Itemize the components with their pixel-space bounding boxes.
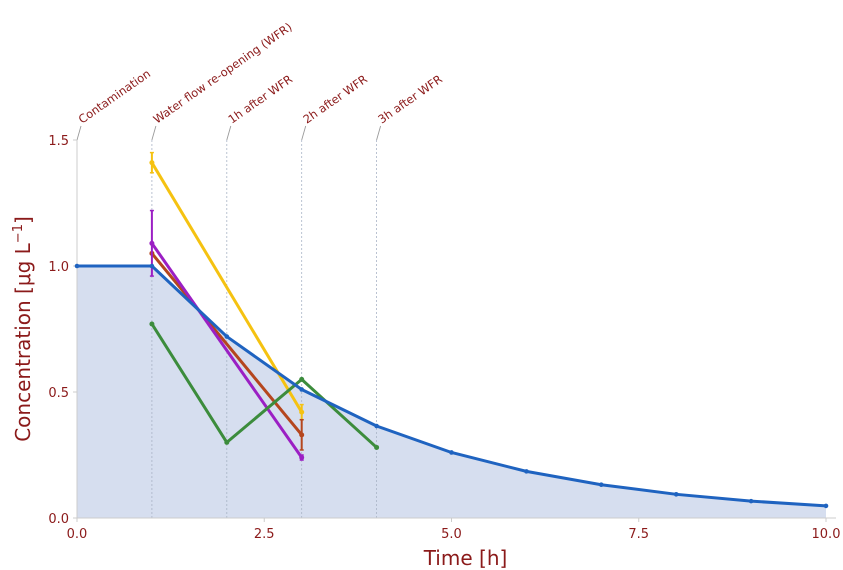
series-3-point-1	[224, 439, 230, 445]
x-tick-label-0: 0.0	[67, 527, 88, 542]
model-point-2	[224, 334, 230, 339]
model-point-9	[748, 498, 754, 504]
series-3-point-0	[149, 321, 155, 327]
model-point-8	[673, 492, 679, 497]
model-point-4	[374, 423, 379, 429]
series-3-point-3	[374, 444, 380, 450]
event-leader-3	[301, 125, 307, 141]
event-label-3: 2h after WFR	[300, 72, 370, 127]
event-label-1: Water flow re-opening (WFR)	[151, 20, 295, 127]
y-tick-label-0: 0.0	[48, 512, 69, 527]
event-leader-0	[76, 125, 82, 141]
series-2-point-1	[299, 455, 305, 461]
series-2-line	[150, 242, 303, 459]
model-point-6	[524, 469, 529, 474]
model-point-3	[299, 387, 305, 392]
x-tick-label-3: 7.5	[628, 527, 649, 542]
x-axis-title: Time [h]	[423, 546, 508, 570]
x-tick-label-4: 10.0	[812, 527, 841, 542]
event-label-0: Contamination	[76, 66, 153, 126]
measured-series-layer	[149, 151, 380, 461]
x-tick-label-2: 5.0	[441, 527, 462, 542]
series-3-line	[150, 323, 378, 449]
event-leader-2	[226, 125, 232, 141]
event-leader-4	[376, 125, 382, 141]
y-tick-label-1: 0.5	[48, 386, 69, 401]
series-0-point-0	[149, 160, 155, 166]
y-axis-title: Concentration [μg L−1]	[11, 216, 35, 442]
series-1-line	[150, 252, 303, 436]
event-leader-1	[151, 125, 157, 141]
model-point-7	[599, 482, 604, 488]
model-point-1	[149, 263, 155, 269]
series-3-point-2	[299, 376, 305, 382]
event-label-2: 1h after WFR	[225, 72, 295, 127]
model-point-10	[823, 503, 829, 509]
series-0-point-1	[299, 409, 305, 415]
y-tick-label-2: 1.0	[48, 260, 69, 275]
event-label-4: 3h after WFR	[375, 72, 445, 127]
model-area	[77, 266, 826, 518]
x-tick-label-1: 2.5	[254, 527, 275, 542]
y-tick-label-3: 1.5	[48, 134, 69, 149]
model-area-layer	[77, 266, 826, 518]
axes-layer	[73, 139, 836, 522]
series-2-point-0	[149, 240, 155, 246]
model-point-5	[449, 450, 454, 455]
model-line-layer	[74, 263, 829, 509]
model-point-0	[74, 263, 80, 269]
series-1-point-1	[299, 432, 305, 438]
